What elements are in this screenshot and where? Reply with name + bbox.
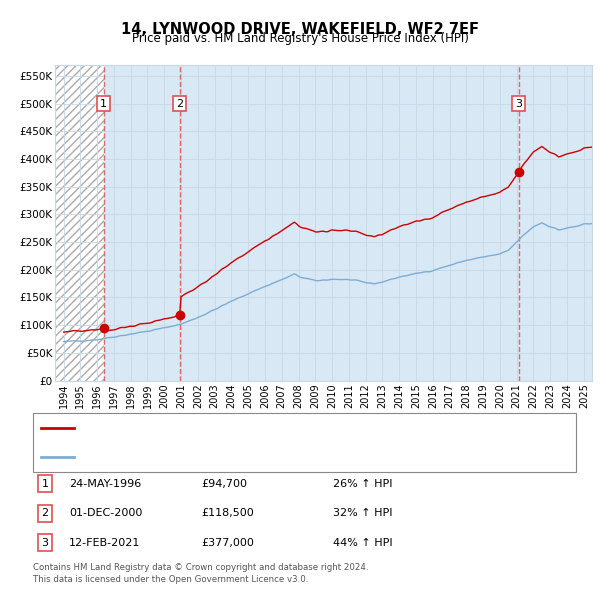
Text: 3: 3 — [41, 538, 49, 548]
Text: Price paid vs. HM Land Registry's House Price Index (HPI): Price paid vs. HM Land Registry's House … — [131, 32, 469, 45]
Bar — [180, 65, 518, 381]
Text: £94,700: £94,700 — [201, 479, 247, 489]
Text: 14, LYNWOOD DRIVE, WAKEFIELD, WF2 7EF (detached house): 14, LYNWOOD DRIVE, WAKEFIELD, WF2 7EF (d… — [79, 423, 400, 432]
Text: 3: 3 — [515, 99, 522, 109]
Text: 01-DEC-2000: 01-DEC-2000 — [69, 509, 142, 518]
Text: 12-FEB-2021: 12-FEB-2021 — [69, 538, 140, 548]
Text: £377,000: £377,000 — [201, 538, 254, 548]
Bar — [518, 65, 592, 381]
Text: 24-MAY-1996: 24-MAY-1996 — [69, 479, 141, 489]
Text: This data is licensed under the Open Government Licence v3.0.: This data is licensed under the Open Gov… — [33, 575, 308, 584]
Text: 26% ↑ HPI: 26% ↑ HPI — [333, 479, 392, 489]
Text: Contains HM Land Registry data © Crown copyright and database right 2024.: Contains HM Land Registry data © Crown c… — [33, 563, 368, 572]
Text: 2: 2 — [176, 99, 183, 109]
Text: 2: 2 — [41, 509, 49, 518]
Text: 44% ↑ HPI: 44% ↑ HPI — [333, 538, 392, 548]
Text: 32% ↑ HPI: 32% ↑ HPI — [333, 509, 392, 518]
Text: HPI: Average price, detached house, Wakefield: HPI: Average price, detached house, Wake… — [79, 453, 323, 462]
Text: 1: 1 — [41, 479, 49, 489]
FancyBboxPatch shape — [33, 413, 576, 472]
Text: 1: 1 — [100, 99, 107, 109]
Bar — [104, 65, 180, 381]
Text: 14, LYNWOOD DRIVE, WAKEFIELD, WF2 7EF: 14, LYNWOOD DRIVE, WAKEFIELD, WF2 7EF — [121, 22, 479, 37]
Bar — [55, 65, 104, 381]
Text: £118,500: £118,500 — [201, 509, 254, 518]
